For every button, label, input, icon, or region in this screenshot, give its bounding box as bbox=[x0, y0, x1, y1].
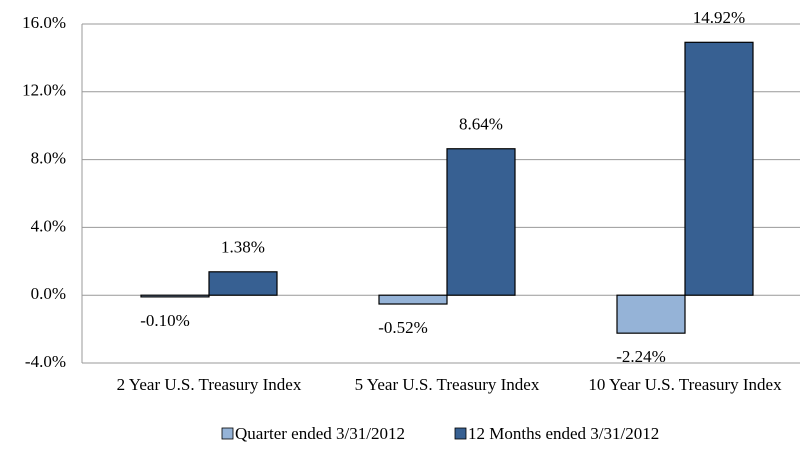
bar bbox=[446, 148, 516, 296]
bar bbox=[208, 271, 278, 296]
legend-label: 12 Months ended 3/31/2012 bbox=[468, 424, 659, 443]
y-tick-label: 0.0% bbox=[31, 284, 66, 303]
value-label: -2.24% bbox=[616, 347, 666, 366]
bar bbox=[140, 294, 210, 298]
bar bbox=[616, 294, 686, 334]
x-tick-label: 5 Year U.S. Treasury Index bbox=[354, 375, 540, 394]
value-label: 14.92% bbox=[693, 8, 745, 27]
value-label: 1.38% bbox=[221, 238, 265, 257]
x-tick-label: 10 Year U.S. Treasury Index bbox=[588, 375, 782, 394]
value-label: -0.52% bbox=[378, 318, 428, 337]
bar bbox=[378, 294, 448, 305]
legend-label: Quarter ended 3/31/2012 bbox=[235, 424, 405, 443]
y-tick-label: 4.0% bbox=[31, 216, 66, 235]
y-tick-label: -4.0% bbox=[25, 352, 66, 371]
y-tick-label: 16.0% bbox=[22, 13, 66, 32]
y-tick-label: 12.0% bbox=[22, 81, 66, 100]
value-label: -0.10% bbox=[140, 311, 190, 330]
x-tick-label: 2 Year U.S. Treasury Index bbox=[116, 375, 302, 394]
legend-swatch bbox=[221, 427, 234, 440]
value-label: 8.64% bbox=[459, 115, 503, 134]
bar bbox=[684, 41, 754, 296]
legend-swatch bbox=[454, 427, 467, 440]
y-tick-label: 8.0% bbox=[31, 149, 66, 168]
